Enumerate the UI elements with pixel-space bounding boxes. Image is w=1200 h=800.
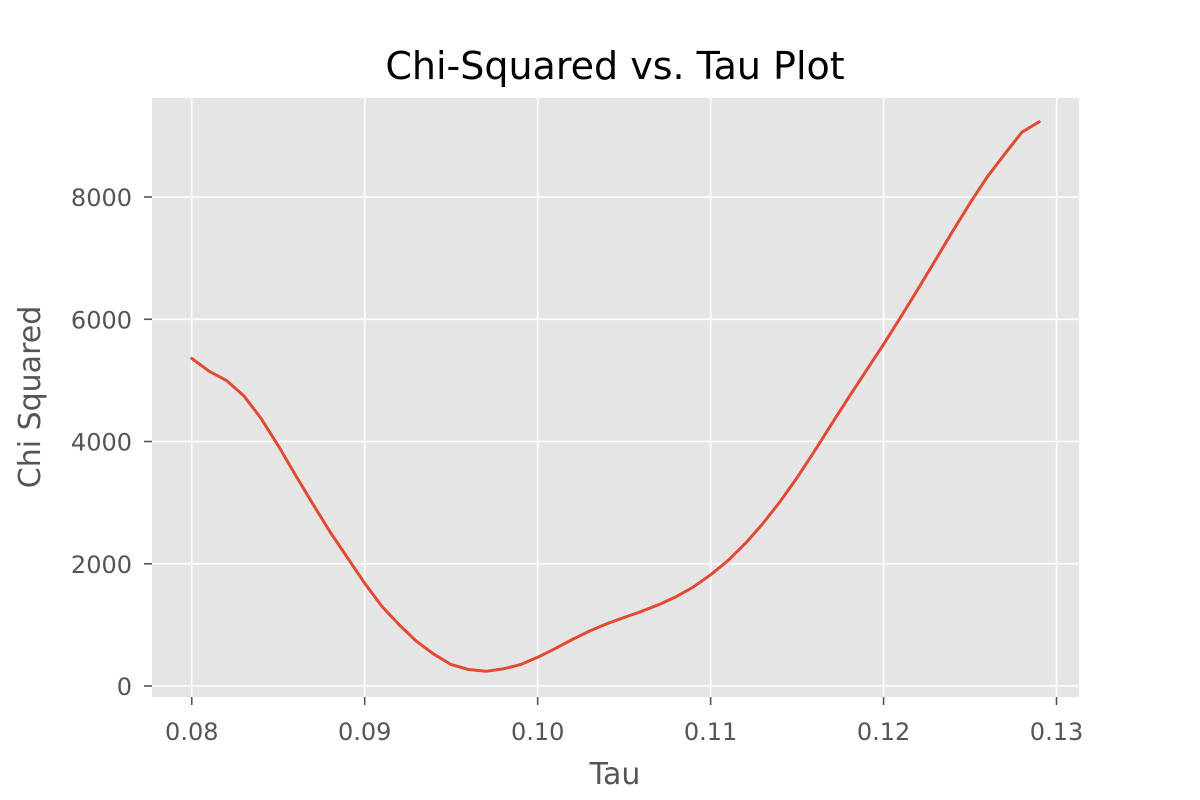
x-tick-label: 0.11 — [684, 718, 737, 746]
grid-lines — [152, 98, 1079, 697]
y-tick-label: 8000 — [71, 184, 132, 212]
plot-area — [152, 98, 1079, 697]
axis-ticks: 0.08 0.09 0.10 0.11 0.12 0.13 0 2000 4000 6000 800… — [71, 184, 1083, 746]
x-tick-label: 0.12 — [857, 718, 910, 746]
x-axis-label: Tau — [589, 757, 641, 792]
x-tick-label: 0.13 — [1030, 718, 1083, 746]
x-tick-label: 0.08 — [165, 718, 218, 746]
y-tick-label: 6000 — [71, 306, 132, 334]
x-tick-label: 0.09 — [338, 718, 391, 746]
series-group — [190, 120, 1041, 673]
y-tick-label: 0 — [117, 673, 132, 701]
chart-title: Chi-Squared vs. Tau Plot — [385, 44, 844, 88]
series-line — [190, 120, 1041, 673]
y-tick-label: 2000 — [71, 551, 132, 579]
x-tick-label: 0.10 — [511, 718, 564, 746]
y-tick-label: 4000 — [71, 429, 132, 457]
y-axis-label: Chi Squared — [13, 306, 48, 489]
